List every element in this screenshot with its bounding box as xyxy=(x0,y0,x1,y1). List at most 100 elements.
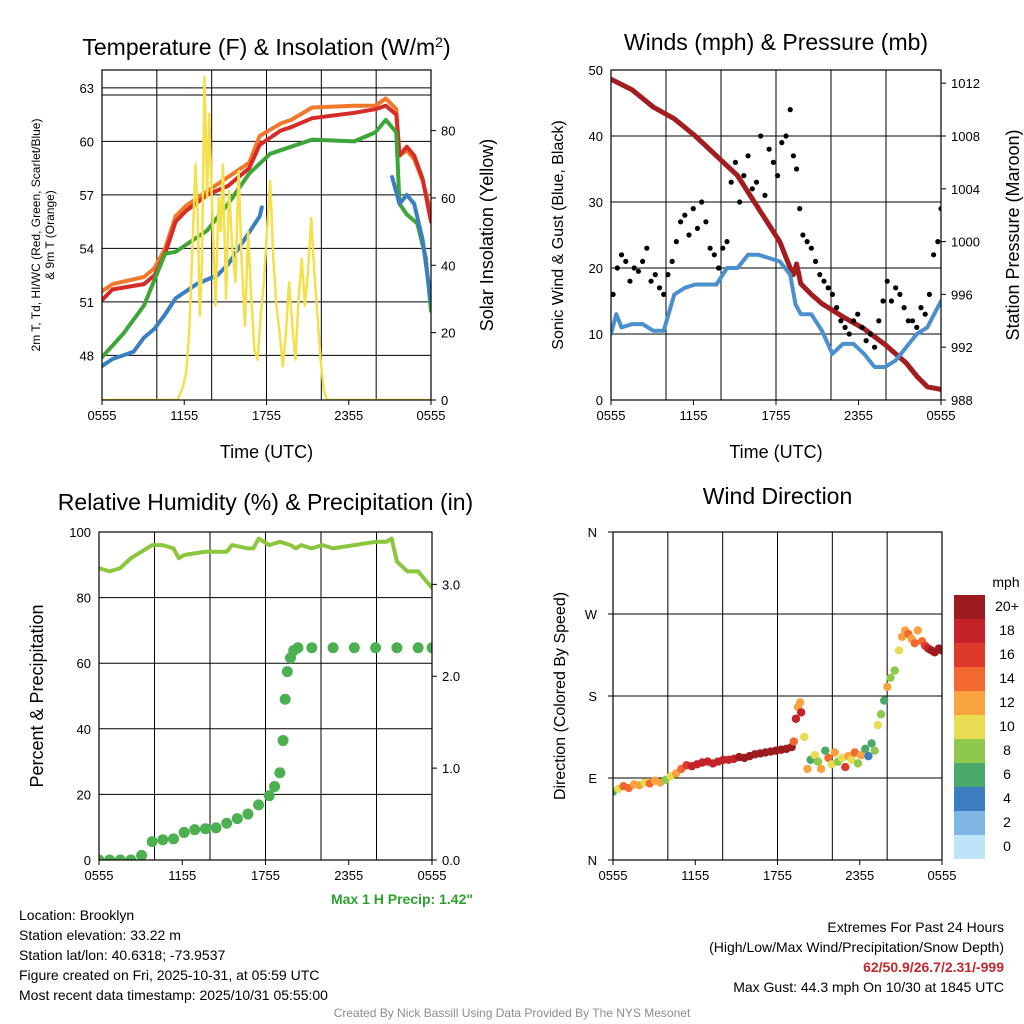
wind-direction-point xyxy=(894,646,904,655)
wind-direction-point xyxy=(910,638,919,648)
series-marker xyxy=(876,318,882,324)
y-tick-label: 40 xyxy=(77,722,91,737)
series-marker xyxy=(711,252,717,258)
series-marker xyxy=(348,642,360,654)
winds-pressure-panel: Winds (mph) & Pressure (mb) 0555 1155 1755 2… xyxy=(550,29,1023,462)
series-marker xyxy=(292,642,304,654)
series-marker xyxy=(167,833,179,845)
wind-direction-point xyxy=(867,739,876,748)
location-line: Location: Brooklyn xyxy=(19,907,135,923)
latlon-line: Station lat/lon: 40.6318; -73.9537 xyxy=(19,947,226,963)
series-marker xyxy=(644,245,650,251)
y-axis-label: & 9m T (Orange) xyxy=(43,190,57,280)
series-marker xyxy=(838,318,844,324)
y-right-tick-label: 1.0 xyxy=(442,761,460,776)
series-marker xyxy=(274,767,286,779)
series-marker xyxy=(749,186,755,192)
legend-label: 16 xyxy=(999,646,1015,662)
series-marker xyxy=(281,666,293,678)
series-marker xyxy=(157,834,169,846)
series-marker xyxy=(614,265,620,271)
series-marker xyxy=(808,245,814,251)
wind-direction-point xyxy=(847,755,856,764)
x-tick-label: 1155 xyxy=(170,408,198,423)
wind-direction-point xyxy=(816,764,826,774)
wind-direction-point xyxy=(837,753,847,763)
series-marker xyxy=(817,272,823,278)
series-marker xyxy=(914,324,920,330)
legend-swatch xyxy=(954,715,985,739)
series-marker xyxy=(834,305,840,311)
wind-speed-legend: mph 20+ 18 16 14 12 10 8 6 4 2 0 xyxy=(954,574,1020,859)
wind-direction-point xyxy=(856,751,866,760)
series-marker xyxy=(391,642,403,654)
wind-direction-point xyxy=(795,698,805,707)
wind-direction-point xyxy=(883,682,892,692)
series-marker xyxy=(631,265,637,271)
series-marker xyxy=(189,824,201,836)
series-group xyxy=(613,626,942,796)
plot-frame xyxy=(98,531,433,861)
series-marker xyxy=(867,331,873,337)
y-tick-label: 0 xyxy=(84,853,91,868)
series-marker xyxy=(846,331,852,337)
y-tick-label: 20 xyxy=(589,261,603,276)
series-marker xyxy=(99,854,105,860)
x-tick-label: 0555 xyxy=(418,868,447,883)
legend-swatch xyxy=(954,787,985,811)
y-tick-label: 60 xyxy=(80,134,94,149)
series-marker xyxy=(787,107,793,113)
y-right-tick-label: 1012 xyxy=(951,76,980,91)
x-axis-label: Time (UTC) xyxy=(220,442,313,462)
y-right-tick-label: 0 xyxy=(441,393,448,408)
wind-direction-point xyxy=(841,762,850,772)
x-tick-label: 0555 xyxy=(597,408,626,423)
y-right-tick-label: 992 xyxy=(951,340,973,355)
y-axis-label: Percent & Precipitation xyxy=(27,604,47,787)
series-marker xyxy=(893,285,899,291)
x-tick-label: 1755 xyxy=(763,868,792,883)
series-marker xyxy=(263,790,275,802)
wind-direction-point xyxy=(791,714,801,723)
series-line xyxy=(102,75,431,400)
wind-direction-point xyxy=(870,746,879,755)
y-axis-label: 2m T, Td, HI/WC (Red, Green, Scarlet/Blu… xyxy=(29,119,43,352)
series-marker xyxy=(114,854,126,860)
series-marker xyxy=(715,265,722,271)
series-marker xyxy=(673,239,679,245)
wind-direction-point xyxy=(879,696,889,705)
series-line xyxy=(102,117,431,360)
series-marker xyxy=(918,305,924,311)
series-group xyxy=(611,76,941,392)
series-marker xyxy=(269,780,281,792)
y-axis-label: Sonic Wind & Gust (Blue, Black) xyxy=(550,120,567,349)
series-marker xyxy=(635,268,642,274)
wind-direction-point xyxy=(850,748,859,757)
wind-direction-point xyxy=(821,746,830,755)
wind-direction-point xyxy=(897,632,907,641)
wind-direction-point xyxy=(913,626,923,635)
series-marker xyxy=(783,133,789,139)
y-right-tick-label: 60 xyxy=(441,191,455,206)
series-marker xyxy=(210,822,222,834)
y-axis-label: Direction (Colored By Speed) xyxy=(552,592,569,800)
chart-title: Relative Humidity (%) & Precipitation (i… xyxy=(58,489,473,515)
y-right-tick-label: 1000 xyxy=(951,235,980,250)
x-tick-label: 2355 xyxy=(334,868,363,883)
x-tick-label: 1755 xyxy=(762,408,791,423)
series-line xyxy=(99,536,432,590)
series-marker xyxy=(699,199,705,205)
series-marker xyxy=(774,173,781,179)
legend-label: 4 xyxy=(1003,790,1011,806)
elevation-line: Station elevation: 33.22 m xyxy=(19,927,181,943)
series-marker xyxy=(199,823,211,835)
y-right-tick-label: 1008 xyxy=(951,129,980,144)
legend-swatch xyxy=(954,595,985,619)
series-marker xyxy=(745,153,751,159)
series-marker xyxy=(648,278,654,284)
y-right-tick-label: 3.0 xyxy=(442,577,460,592)
y-right-tick-label: 0.0 xyxy=(442,853,460,868)
y-tick-label: 51 xyxy=(80,295,94,310)
legend-swatch xyxy=(954,811,985,835)
